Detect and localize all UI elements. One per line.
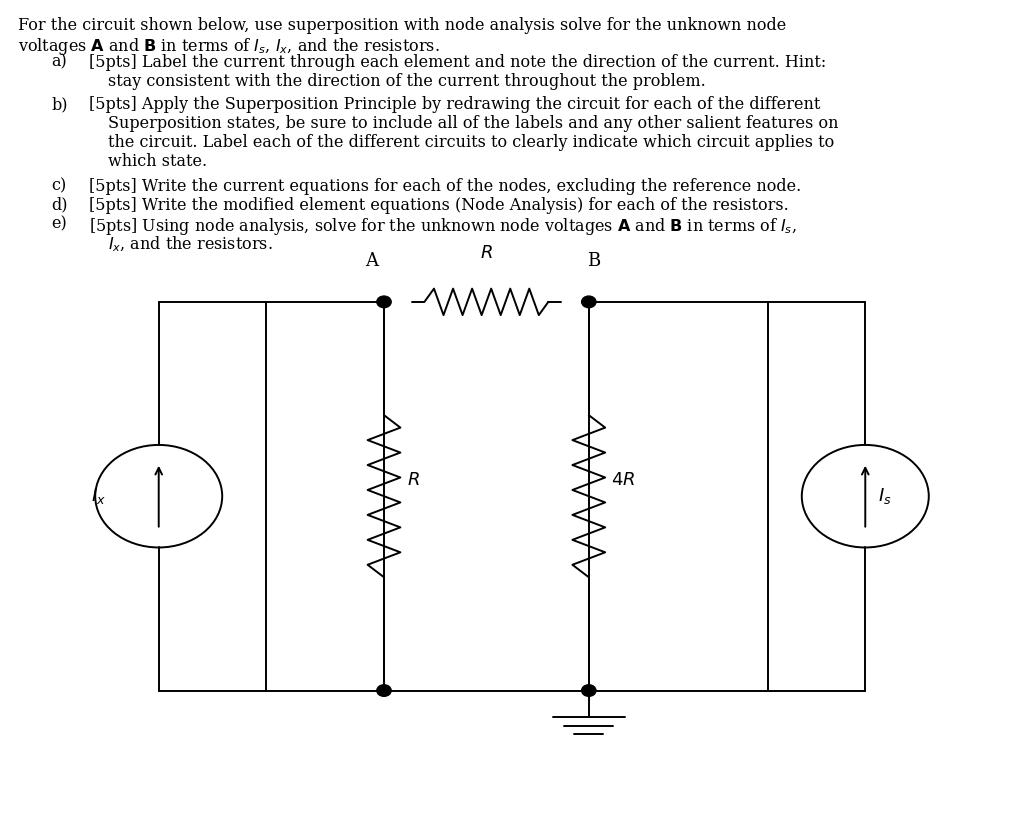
Circle shape (582, 685, 596, 696)
Text: $I_x$: $I_x$ (90, 486, 105, 506)
Text: $R$: $R$ (407, 471, 419, 489)
Text: d): d) (51, 197, 68, 214)
Text: [5pts] Using node analysis, solve for the unknown node voltages $\mathbf{A}$ and: [5pts] Using node analysis, solve for th… (89, 216, 797, 237)
Text: a): a) (51, 54, 67, 71)
Text: voltages $\mathbf{A}$ and $\mathbf{B}$ in terms of $I_s$, $I_x$, and the resisto: voltages $\mathbf{A}$ and $\mathbf{B}$ i… (18, 36, 440, 56)
Text: which state.: which state. (108, 153, 207, 170)
Circle shape (377, 685, 391, 696)
Text: $I_s$: $I_s$ (878, 486, 891, 506)
Text: $I_x$, and the resistors.: $I_x$, and the resistors. (108, 235, 272, 254)
Text: $R$: $R$ (480, 244, 493, 262)
Circle shape (377, 296, 391, 308)
Text: e): e) (51, 216, 67, 233)
Text: [5pts] Label the current through each element and note the direction of the curr: [5pts] Label the current through each el… (89, 54, 826, 71)
Text: For the circuit shown below, use superposition with node analysis solve for the : For the circuit shown below, use superpo… (18, 17, 786, 34)
Text: [5pts] Apply the Superposition Principle by redrawing the circuit for each of th: [5pts] Apply the Superposition Principle… (89, 96, 820, 113)
Circle shape (582, 296, 596, 308)
Text: [5pts] Write the modified element equations (Node Analysis) for each of the resi: [5pts] Write the modified element equati… (89, 197, 788, 214)
Text: $4R$: $4R$ (611, 471, 636, 489)
Text: [5pts] Write the current equations for each of the nodes, excluding the referenc: [5pts] Write the current equations for e… (89, 178, 802, 195)
Text: Superposition states, be sure to include all of the labels and any other salient: Superposition states, be sure to include… (108, 115, 838, 132)
Text: c): c) (51, 178, 67, 195)
Text: the circuit. Label each of the different circuits to clearly indicate which circ: the circuit. Label each of the different… (108, 134, 834, 151)
Text: stay consistent with the direction of the current throughout the problem.: stay consistent with the direction of th… (108, 73, 706, 90)
Text: b): b) (51, 96, 68, 113)
Text: B: B (588, 252, 600, 270)
Text: A: A (366, 252, 378, 270)
